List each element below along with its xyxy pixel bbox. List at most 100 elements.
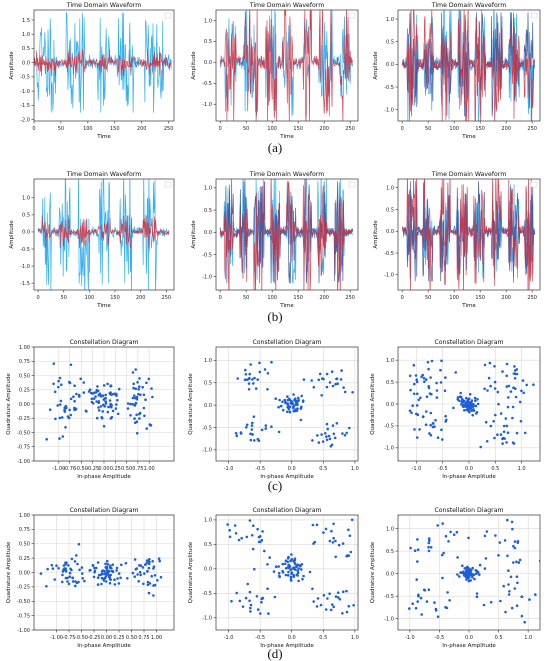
data-point xyxy=(518,558,522,562)
data-point xyxy=(249,610,252,613)
data-point xyxy=(321,440,325,443)
x-tick-label: 1.0 xyxy=(524,635,532,641)
data-point xyxy=(488,361,492,365)
data-point xyxy=(102,579,106,582)
data-point xyxy=(286,395,289,398)
y-tick-label: 1.0 xyxy=(386,186,394,192)
data-point xyxy=(109,404,112,408)
data-point xyxy=(104,562,107,566)
data-point xyxy=(138,377,141,380)
data-point xyxy=(104,393,107,397)
data-point xyxy=(466,404,470,408)
data-point xyxy=(325,422,329,426)
data-point xyxy=(335,422,339,425)
data-point xyxy=(345,589,348,593)
y-axis-label: Quadrature Amplitude xyxy=(6,373,12,435)
x-axis-label: Time xyxy=(96,134,111,140)
data-point xyxy=(237,538,241,542)
data-point xyxy=(76,562,79,566)
data-point xyxy=(244,596,248,600)
data-point xyxy=(520,389,523,393)
data-point xyxy=(70,557,74,561)
data-point xyxy=(145,381,148,385)
data-point xyxy=(100,576,104,580)
data-point xyxy=(286,557,290,560)
data-point xyxy=(274,397,278,401)
data-point xyxy=(505,385,509,388)
data-point xyxy=(508,590,511,593)
x-tick-label: 0.00 xyxy=(101,635,112,641)
data-point xyxy=(143,414,146,418)
data-point xyxy=(113,583,117,586)
data-point xyxy=(341,612,344,615)
data-point xyxy=(326,427,330,431)
data-point xyxy=(149,424,153,427)
data-point xyxy=(120,563,123,567)
data-point xyxy=(498,541,502,544)
chart-title: Constellation Diagram xyxy=(434,507,503,514)
data-point xyxy=(475,592,479,595)
data-point xyxy=(82,381,86,384)
data-point xyxy=(467,536,470,540)
chart-title: Constellation Diagram xyxy=(252,507,321,514)
x-tick-label: 50 xyxy=(243,295,249,301)
x-tick-label: 0.00 xyxy=(98,466,109,472)
data-point xyxy=(319,603,323,607)
data-point xyxy=(415,412,418,416)
data-point xyxy=(292,574,296,578)
data-point xyxy=(510,520,514,524)
data-point xyxy=(153,574,157,577)
data-point xyxy=(228,528,231,532)
data-point xyxy=(479,445,483,449)
data-point xyxy=(64,426,67,429)
data-point xyxy=(487,376,491,380)
data-point xyxy=(320,394,324,397)
data-point xyxy=(501,442,504,445)
data-point xyxy=(69,397,73,401)
plot-frame xyxy=(33,9,175,122)
y-axis-label: Amplitude xyxy=(373,220,379,249)
data-point xyxy=(281,400,284,404)
data-point xyxy=(471,576,474,579)
data-point xyxy=(502,424,506,428)
data-point xyxy=(507,593,511,596)
data-point xyxy=(83,579,86,583)
data-point xyxy=(337,596,340,599)
data-point xyxy=(68,408,71,412)
data-point xyxy=(419,596,423,600)
data-point xyxy=(106,382,109,386)
data-point xyxy=(515,560,518,564)
data-point xyxy=(75,392,78,396)
x-tick-label: -0.76 xyxy=(63,466,76,472)
data-point xyxy=(292,393,295,396)
y-axis-label: Quadrature Amplitude xyxy=(6,541,12,603)
data-point xyxy=(427,537,431,540)
chart-title: Time Domain Waveform xyxy=(431,171,507,178)
data-point xyxy=(109,391,112,394)
data-point xyxy=(425,410,428,413)
data-point xyxy=(61,435,65,438)
data-point xyxy=(310,379,314,382)
data-point xyxy=(258,361,261,365)
data-point xyxy=(515,575,519,578)
x-tick-label: 200 xyxy=(137,126,147,132)
data-point xyxy=(456,396,460,399)
y-tick-label: -0.5 xyxy=(202,425,212,431)
data-point xyxy=(145,562,148,565)
data-point xyxy=(478,573,481,576)
data-point xyxy=(249,606,252,610)
data-point xyxy=(266,563,269,566)
data-point xyxy=(412,392,416,396)
data-point xyxy=(503,539,507,542)
data-point xyxy=(534,593,537,596)
data-point xyxy=(279,404,283,408)
data-point xyxy=(278,398,281,402)
data-point xyxy=(411,404,415,408)
y-tick-label: -1.0 xyxy=(202,448,212,454)
x-axis-label: Time xyxy=(279,134,294,140)
data-point xyxy=(345,431,349,435)
data-point xyxy=(439,381,443,384)
data-point xyxy=(471,413,475,417)
data-point xyxy=(257,540,261,544)
data-point xyxy=(449,530,452,534)
